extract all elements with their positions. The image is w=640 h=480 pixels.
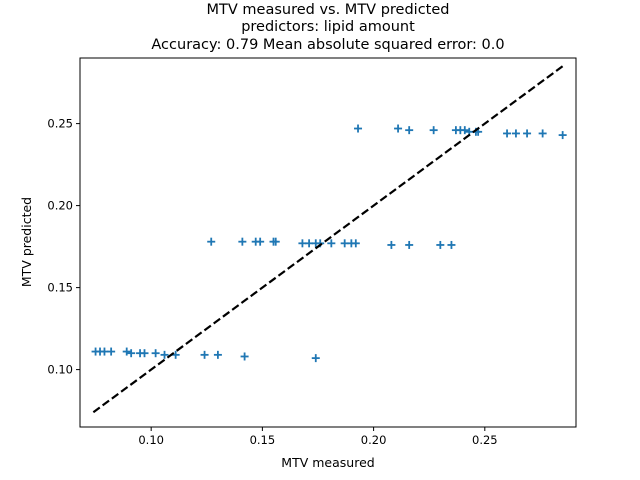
data-point-11 — [200, 350, 209, 359]
data-point-15 — [207, 237, 216, 246]
data-point-13 — [240, 352, 249, 361]
data-point-29 — [387, 240, 396, 249]
data-point-12 — [213, 350, 222, 359]
data-point-28 — [351, 239, 360, 248]
data-point-21 — [298, 239, 307, 248]
x-axis-ticks: 0.10 0.15 0.20 0.25 — [138, 427, 498, 447]
data-point-8 — [151, 349, 160, 358]
data-point-32 — [447, 240, 456, 249]
data-point-36 — [429, 126, 438, 135]
plot-area — [91, 65, 567, 414]
data-point-16 — [238, 237, 247, 246]
y-tick-label-3: 0.25 — [47, 117, 73, 131]
chart-title-line-3: Accuracy: 0.79 Mean absolute squared err… — [151, 37, 504, 53]
data-point-20 — [271, 237, 280, 246]
axes-frame — [79, 57, 577, 428]
data-point-7 — [140, 349, 149, 358]
data-point-46 — [538, 129, 547, 138]
data-point-22 — [305, 239, 314, 248]
y-axis-label: MTV predicted — [19, 197, 34, 287]
data-point-25 — [327, 239, 336, 248]
data-point-31 — [436, 240, 445, 249]
chart-title-line-2: predictors: lipid amount — [241, 19, 415, 35]
y-tick-label-2: 0.20 — [47, 199, 73, 213]
data-point-14 — [311, 354, 320, 363]
data-point-33 — [354, 124, 363, 133]
data-point-3 — [107, 347, 116, 356]
reference-line — [92, 65, 564, 414]
data-point-9 — [160, 350, 169, 359]
data-point-34 — [394, 124, 403, 133]
data-point-2 — [100, 347, 109, 356]
data-point-5 — [127, 349, 136, 358]
chart-title-line-1: MTV measured vs. MTV predicted — [207, 2, 450, 18]
data-points — [91, 124, 567, 363]
x-tick-label-0: 0.10 — [138, 433, 164, 447]
x-tick-label-1: 0.15 — [250, 433, 276, 447]
y-tick-label-1: 0.15 — [47, 281, 73, 295]
data-point-44 — [511, 129, 520, 138]
x-axis-label: MTV measured — [281, 455, 374, 470]
data-point-35 — [405, 126, 414, 135]
x-tick-label-2: 0.20 — [361, 433, 387, 447]
data-point-30 — [405, 240, 414, 249]
data-point-4 — [122, 347, 131, 356]
data-point-47 — [558, 131, 567, 140]
x-tick-label-3: 0.25 — [472, 433, 498, 447]
data-point-39 — [460, 126, 469, 135]
data-point-45 — [523, 129, 532, 138]
data-point-43 — [503, 129, 512, 138]
y-tick-label-0: 0.10 — [47, 363, 73, 377]
data-point-26 — [340, 239, 349, 248]
data-point-18 — [256, 237, 265, 246]
y-axis-ticks: 0.10 0.15 0.20 0.25 — [47, 117, 80, 377]
